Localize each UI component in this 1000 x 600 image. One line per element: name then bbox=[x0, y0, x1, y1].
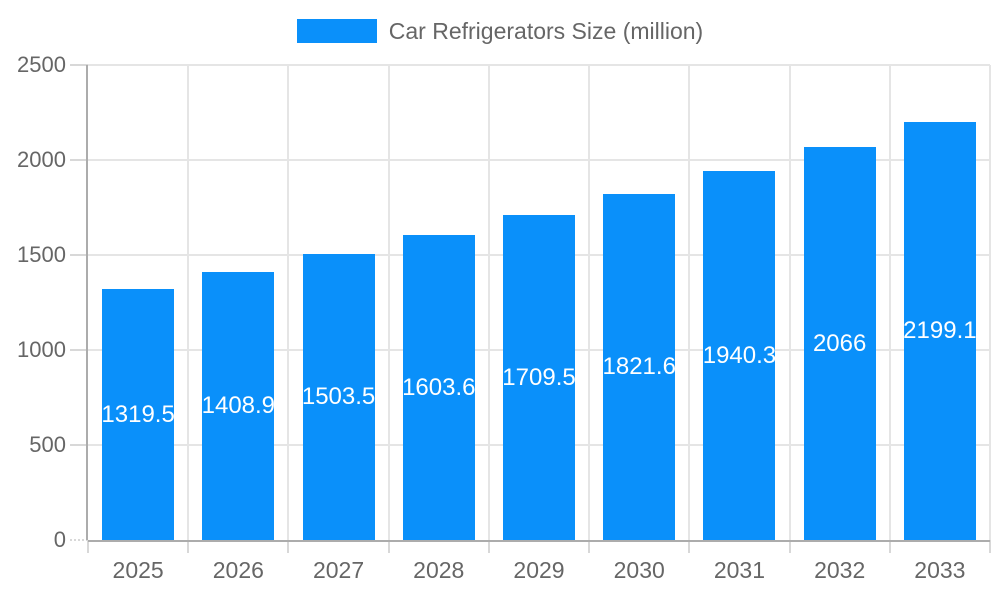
h-gridline bbox=[88, 64, 990, 66]
x-axis-tick bbox=[287, 540, 290, 553]
legend-swatch bbox=[296, 19, 377, 43]
x-axis-tick bbox=[487, 540, 490, 553]
y-axis-tick bbox=[70, 444, 88, 446]
x-axis-label: 2033 bbox=[914, 557, 966, 583]
x-axis-tick bbox=[187, 540, 190, 553]
y-axis-tick bbox=[70, 539, 88, 541]
legend-label: Car Refrigerators Size (million) bbox=[388, 17, 704, 44]
v-gridline bbox=[888, 65, 891, 540]
y-axis-label: 500 bbox=[29, 432, 66, 457]
bar-value-label: 1709.5 bbox=[502, 363, 576, 391]
x-axis-label: 2031 bbox=[713, 557, 766, 583]
bar[interactable] bbox=[903, 122, 976, 540]
bar[interactable] bbox=[603, 193, 676, 540]
v-gridline bbox=[588, 65, 591, 540]
v-gridline bbox=[287, 65, 290, 540]
y-axis-tick bbox=[70, 349, 88, 351]
y-axis-tick bbox=[70, 254, 88, 256]
x-axis-line bbox=[88, 540, 990, 542]
bar[interactable] bbox=[402, 235, 475, 540]
y-axis-tick bbox=[70, 64, 88, 66]
bar[interactable] bbox=[703, 171, 776, 540]
bar-value-label: 1319.5 bbox=[101, 400, 175, 428]
bar-value-label: 1408.9 bbox=[201, 392, 276, 420]
bar-value-label: 1503.5 bbox=[301, 383, 376, 411]
y-axis-line bbox=[86, 65, 88, 540]
plot-area: 1319.5 1408.9 1503.5 1603.6 1709.5 1821.6 1940… bbox=[86, 64, 991, 542]
x-axis-tick bbox=[387, 540, 390, 553]
h-gridline bbox=[88, 159, 990, 161]
legend-item[interactable]: Car Refrigerators Size (million) bbox=[0, 17, 1000, 45]
bar-value-label: 1940.3 bbox=[702, 341, 777, 369]
y-axis-label: 1000 bbox=[17, 337, 66, 362]
x-axis-tick bbox=[688, 540, 691, 553]
x-axis-tick bbox=[989, 540, 991, 553]
v-gridline bbox=[788, 65, 791, 540]
bar[interactable] bbox=[302, 254, 375, 540]
y-axis-label: 2000 bbox=[17, 147, 66, 172]
y-axis-label: 1500 bbox=[17, 242, 66, 267]
bar-value-label: 2066 bbox=[812, 329, 867, 357]
x-axis-label: 2027 bbox=[312, 557, 365, 583]
bar[interactable] bbox=[803, 147, 876, 540]
x-axis-tick bbox=[888, 540, 891, 553]
x-axis-label: 2030 bbox=[613, 557, 665, 583]
x-axis-label: 2025 bbox=[112, 557, 164, 583]
bar-value-label: 1821.6 bbox=[602, 352, 676, 380]
bar-value-label: 2199.1 bbox=[903, 317, 977, 345]
bar[interactable] bbox=[503, 215, 575, 540]
bar[interactable] bbox=[202, 272, 275, 540]
x-axis-tick bbox=[788, 540, 791, 553]
y-axis-tick bbox=[70, 159, 88, 161]
v-gridline bbox=[487, 65, 490, 540]
x-axis-label: 2032 bbox=[814, 557, 866, 583]
bar[interactable] bbox=[102, 289, 175, 540]
x-axis-label: 2028 bbox=[413, 557, 465, 583]
x-axis-label: 2029 bbox=[513, 557, 565, 583]
v-gridline bbox=[989, 65, 991, 540]
x-axis-tick bbox=[588, 540, 591, 553]
v-gridline bbox=[387, 65, 390, 540]
v-gridline bbox=[688, 65, 691, 540]
v-gridline bbox=[187, 65, 190, 540]
y-axis-label: 0 bbox=[53, 527, 66, 552]
x-axis-label: 2026 bbox=[212, 557, 264, 583]
y-axis-label: 2500 bbox=[17, 52, 66, 77]
x-axis-tick bbox=[87, 540, 89, 553]
bar-value-label: 1603.6 bbox=[402, 373, 476, 401]
